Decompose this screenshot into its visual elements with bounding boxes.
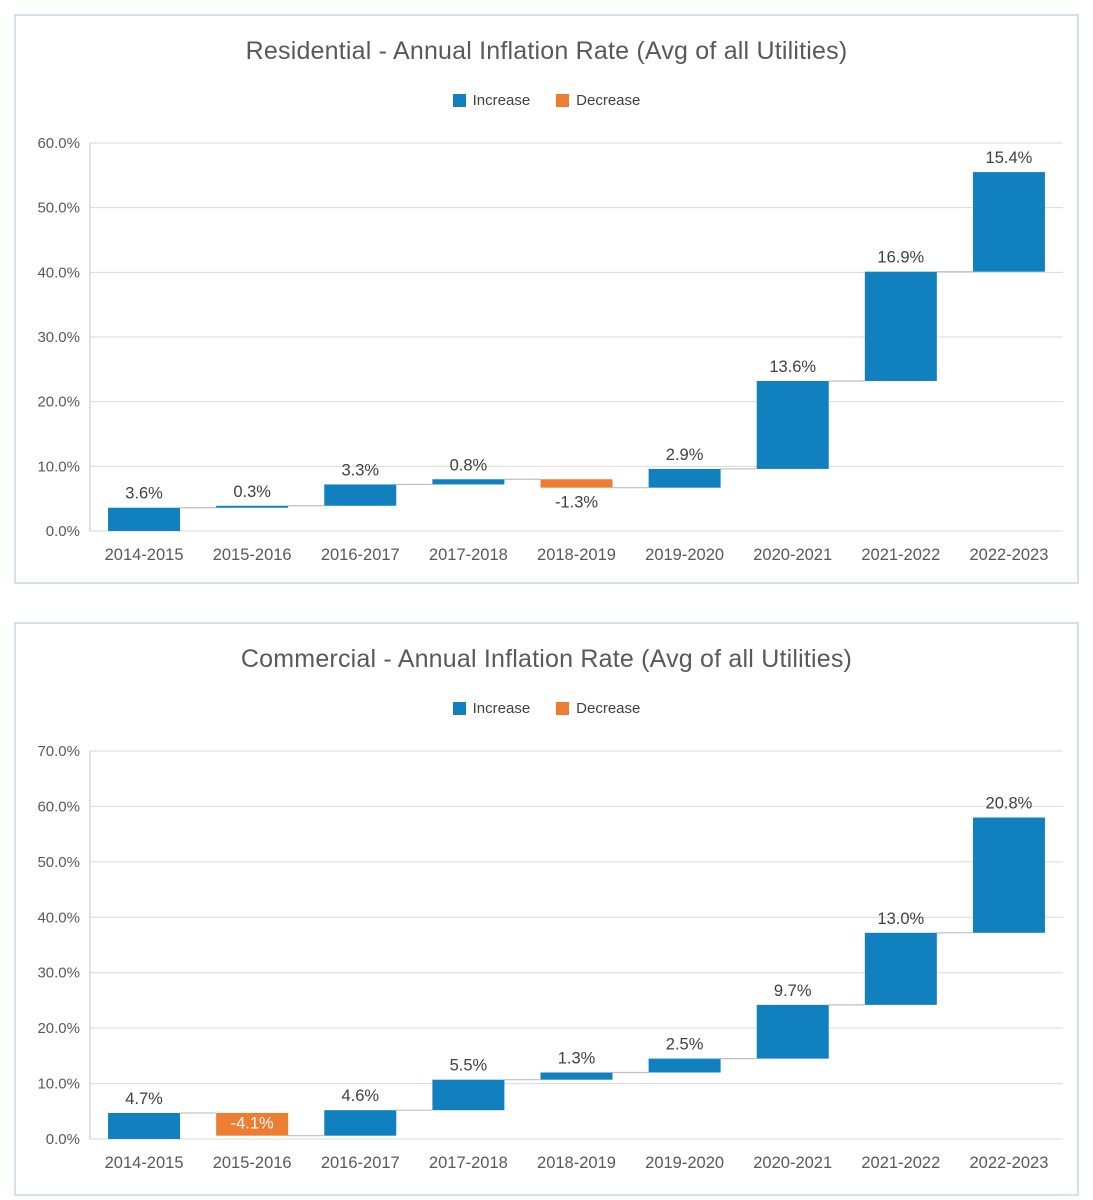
waterfall-bar-2016-2017	[324, 484, 397, 506]
waterfall-bar-2022-2023	[972, 817, 1045, 933]
bar-data-label: -4.1%	[231, 1115, 274, 1133]
waterfall-bar-2018-2019	[540, 479, 613, 488]
waterfall-bar-2018-2019	[540, 1072, 613, 1080]
bar-data-label: 4.6%	[341, 1087, 379, 1105]
x-axis-category-label: 2018-2019	[537, 546, 616, 564]
legend-item-decrease: Decrease	[556, 700, 640, 717]
x-axis-category-label: 2018-2019	[537, 1154, 616, 1172]
bar-data-label: 4.7%	[125, 1090, 163, 1108]
residential-chart-legend: Increase Decrease	[16, 92, 1077, 109]
waterfall-bar-2017-2018	[432, 479, 505, 485]
bar-data-label: 16.9%	[877, 249, 924, 267]
x-axis-category-label: 2017-2018	[429, 546, 508, 564]
waterfall-bar-2017-2018	[432, 1079, 505, 1111]
x-axis-category-label: 2016-2017	[321, 1154, 400, 1172]
x-axis-category-label: 2014-2015	[105, 1154, 184, 1172]
legend-item-increase: Increase	[452, 700, 531, 717]
x-axis-category-label: 2019-2020	[645, 546, 724, 564]
waterfall-bar-2019-2020	[648, 1058, 721, 1073]
waterfall-bar-2014-2015	[108, 507, 181, 531]
legend-item-decrease: Decrease	[556, 92, 640, 109]
x-axis-category-label: 2016-2017	[321, 546, 400, 564]
waterfall-bar-2014-2015	[108, 1112, 181, 1139]
y-axis-tick-label: 60.0%	[37, 798, 80, 815]
waterfall-bar-2015-2016	[216, 505, 289, 508]
x-axis-category-label: 2015-2016	[213, 1154, 292, 1172]
bar-data-label: 9.7%	[774, 982, 812, 1000]
waterfall-bar-2021-2022	[864, 932, 937, 1005]
y-axis-tick-label: 30.0%	[37, 329, 80, 346]
y-axis-tick-label: 10.0%	[37, 458, 80, 475]
y-axis-tick-label: 20.0%	[37, 394, 80, 411]
commercial-waterfall-plot: 0.0% 10.0% 20.0% 30.0% 40.0% 50.0% 60.0% 70.0% 4…	[37, 743, 1063, 1172]
increase-swatch-icon	[452, 702, 466, 715]
waterfall-bar-2020-2021	[756, 1004, 829, 1059]
x-axis-category-label: 2020-2021	[753, 546, 832, 564]
legend-label-decrease: Decrease	[576, 700, 641, 717]
commercial-chart-panel: Commercial - Annual Inflation Rate (Avg …	[14, 622, 1079, 1196]
bar-data-label: 13.6%	[769, 358, 816, 376]
y-axis-tick-label: 40.0%	[37, 909, 80, 926]
bar-data-label: -1.3%	[555, 494, 598, 512]
bar-data-label: 2.5%	[666, 1036, 704, 1054]
residential-waterfall-plot: 0.0% 10.0% 20.0% 30.0% 40.0% 50.0% 60.0% 3.6% 20…	[37, 135, 1063, 564]
waterfall-bar-2015-2016	[216, 1112, 289, 1136]
increase-swatch-icon	[452, 94, 466, 107]
x-axis-category-label: 2014-2015	[105, 546, 184, 564]
residential-chart-panel: Residential - Annual Inflation Rate (Avg…	[14, 14, 1079, 584]
bar-data-label: 15.4%	[986, 149, 1033, 167]
bar-data-label: 3.6%	[125, 485, 163, 503]
bar-data-label: 5.5%	[450, 1057, 488, 1075]
bar-data-label: 0.8%	[450, 456, 488, 474]
bar-data-label: 0.3%	[233, 483, 271, 501]
legend-label-increase: Increase	[472, 92, 531, 109]
decrease-swatch-icon	[556, 702, 570, 715]
y-axis-tick-label: 70.0%	[37, 743, 80, 760]
x-axis-category-label: 2021-2022	[861, 1154, 940, 1172]
y-axis-tick-label: 10.0%	[37, 1076, 80, 1093]
y-axis-tick-label: 20.0%	[37, 1020, 80, 1037]
x-axis-category-label: 2022-2023	[969, 546, 1048, 564]
bar-data-label: 3.3%	[341, 461, 379, 479]
commercial-chart-title: Commercial - Annual Inflation Rate (Avg …	[240, 645, 853, 673]
waterfall-bar-2019-2020	[648, 468, 721, 488]
commercial-chart-legend: Increase Decrease	[16, 700, 1077, 717]
y-axis-tick-label: 40.0%	[37, 264, 80, 281]
y-axis-tick-label: 30.0%	[37, 965, 80, 982]
residential-chart-title: Residential - Annual Inflation Rate (Avg…	[245, 37, 848, 65]
y-axis-tick-label: 50.0%	[37, 854, 80, 871]
legend-label-increase: Increase	[472, 700, 531, 717]
waterfall-bar-2016-2017	[324, 1110, 397, 1136]
waterfall-bar-2021-2022	[864, 271, 937, 381]
x-axis-category-label: 2015-2016	[213, 546, 292, 564]
x-axis-category-label: 2019-2020	[645, 1154, 724, 1172]
bar-data-label: 2.9%	[666, 446, 704, 464]
y-axis-tick-label: 50.0%	[37, 200, 80, 217]
y-axis-tick-label: 60.0%	[37, 135, 80, 152]
decrease-swatch-icon	[556, 94, 570, 107]
bar-data-label: 1.3%	[558, 1049, 596, 1067]
bar-data-label: 13.0%	[877, 910, 924, 928]
x-axis-category-label: 2022-2023	[969, 1154, 1048, 1172]
legend-label-decrease: Decrease	[576, 92, 641, 109]
x-axis-category-label: 2020-2021	[753, 1154, 832, 1172]
y-axis-tick-label: 0.0%	[46, 1131, 80, 1148]
y-axis-tick-label: 0.0%	[46, 523, 80, 540]
x-axis-category-label: 2017-2018	[429, 1154, 508, 1172]
bar-data-label: 20.8%	[986, 795, 1033, 813]
legend-item-increase: Increase	[452, 92, 531, 109]
waterfall-bar-2020-2021	[756, 380, 829, 469]
x-axis-category-label: 2021-2022	[861, 546, 940, 564]
waterfall-bar-2022-2023	[972, 172, 1045, 272]
